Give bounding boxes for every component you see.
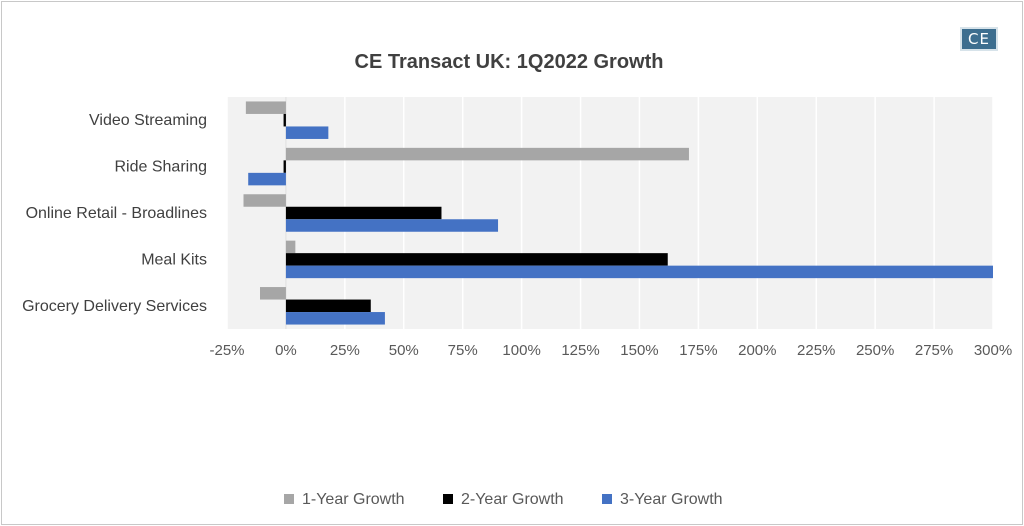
category-label: Ride Sharing xyxy=(115,159,208,176)
category-label: Meal Kits xyxy=(141,251,207,268)
bar-3-year-growth xyxy=(285,126,329,139)
x-tick-label: 100% xyxy=(502,342,540,359)
x-tick-label: 25% xyxy=(330,342,360,359)
bar-1-year-growth xyxy=(285,147,689,161)
x-tick-label: 50% xyxy=(389,342,419,359)
x-tick-label: 0% xyxy=(275,342,297,359)
x-tick-label: 300% xyxy=(974,342,1012,359)
ce-logo: CE xyxy=(960,27,998,51)
legend-swatch xyxy=(443,494,453,504)
bar-2-year-growth xyxy=(285,206,442,220)
bar-1-year-growth xyxy=(245,101,286,114)
bar-2-year-growth xyxy=(285,253,668,266)
bar-2-year-growth xyxy=(285,299,371,313)
x-tick-label: 275% xyxy=(915,342,953,359)
x-tick-label: 225% xyxy=(797,342,835,359)
x-tick-label: 175% xyxy=(679,342,717,359)
chart-title: CE Transact UK: 1Q2022 Growth xyxy=(355,51,664,73)
legend-swatch xyxy=(284,494,294,504)
legend-label: 1-Year Growth xyxy=(302,491,405,508)
x-tick-label: -25% xyxy=(209,342,244,359)
bar-1-year-growth xyxy=(243,194,286,207)
x-tick-label: 200% xyxy=(738,342,776,359)
category-label: Online Retail - Broadlines xyxy=(26,205,207,222)
x-tick-label: 150% xyxy=(620,342,658,359)
category-label: Grocery Delivery Services xyxy=(22,298,207,315)
category-label: Video Streaming xyxy=(89,112,207,129)
x-tick-label: 125% xyxy=(561,342,599,359)
legend-swatch xyxy=(602,494,612,504)
bar-3-year-growth xyxy=(248,172,286,186)
bar-3-year-growth xyxy=(285,265,993,279)
x-tick-label: 75% xyxy=(448,342,478,359)
bar-1-year-growth xyxy=(259,287,286,300)
legend-label: 2-Year Growth xyxy=(461,491,564,508)
bar-2-year-growth xyxy=(283,113,286,127)
x-tick-label: 250% xyxy=(856,342,894,359)
bar-2-year-growth xyxy=(283,160,286,173)
bar-3-year-growth xyxy=(285,219,499,232)
bar-3-year-growth xyxy=(285,312,385,325)
legend-label: 3-Year Growth xyxy=(620,491,723,508)
bar-1-year-growth xyxy=(285,240,296,254)
